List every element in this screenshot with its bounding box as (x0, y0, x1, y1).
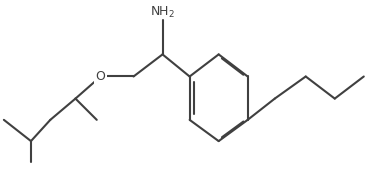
Text: NH$_2$: NH$_2$ (150, 5, 175, 20)
Text: O: O (96, 70, 106, 83)
